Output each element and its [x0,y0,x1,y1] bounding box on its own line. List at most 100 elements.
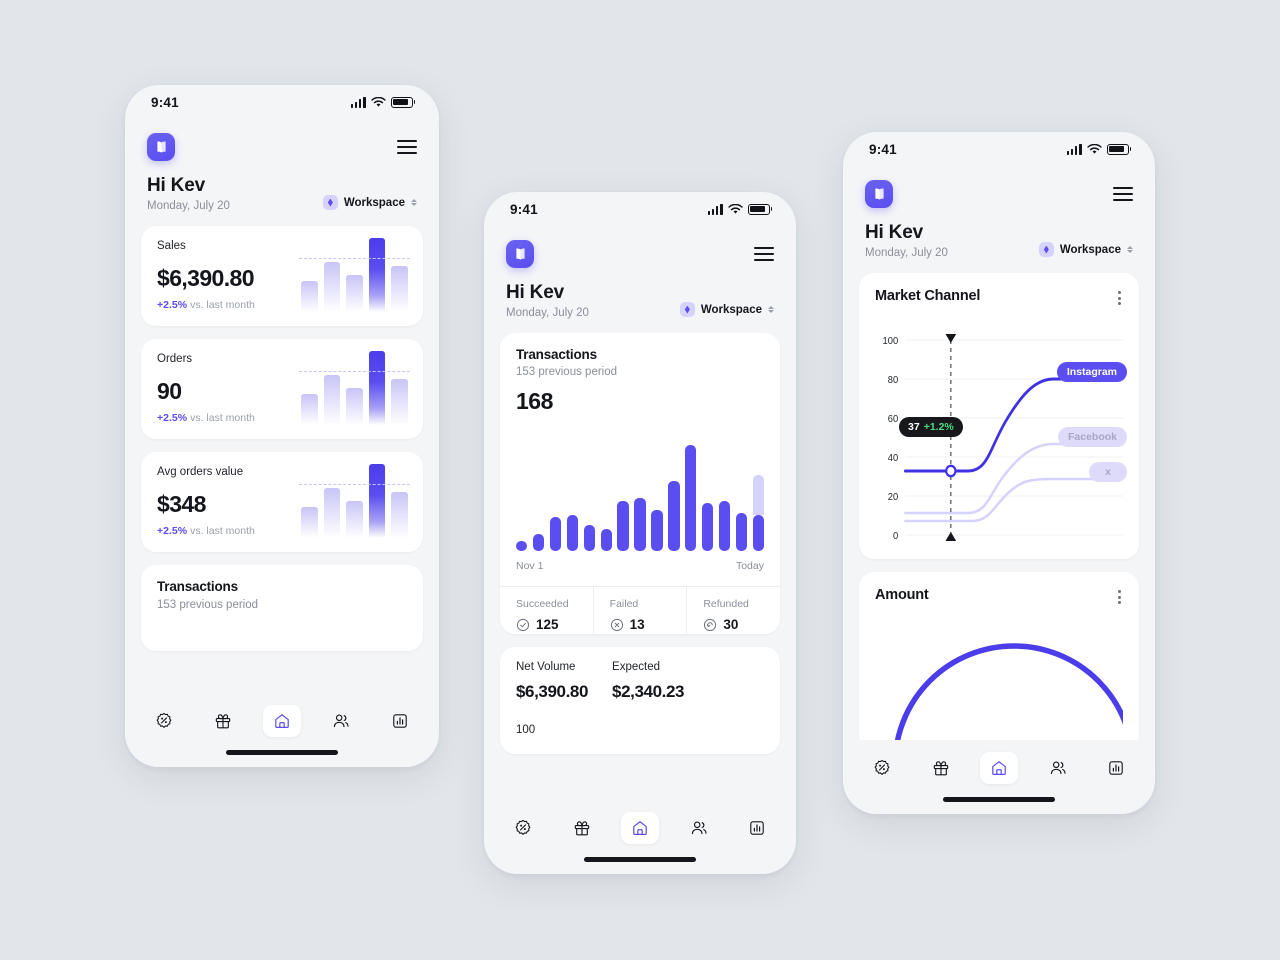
transactions-header: Transactions 153 previous period [516,347,764,378]
workspace-selector[interactable]: Workspace [679,302,774,319]
phone-transactions-detail: 9:41 [484,192,796,874]
tooltip-value: 37 [908,421,920,434]
nav-item-rewards[interactable] [563,812,601,844]
stat-card-delta: +2.5% vs. last month [157,412,407,424]
greeting-row: Hi Kev Monday, July 20 Workspace [125,161,439,212]
hamburger-menu-icon[interactable] [1113,184,1133,203]
stat-succeeded[interactable]: Succeeded 125 [500,587,593,634]
bottom-nav-bar [125,693,439,767]
gift-icon [933,761,948,776]
stat-card-title: Avg orders value [157,466,244,478]
dashboard-scroll-body[interactable]: Sales $6,390.80 +2.5% vs. last month Orde… [125,212,439,651]
stat-card-sales[interactable]: Sales $6,390.80 +2.5% vs. last month [141,226,423,326]
series-label-facebook[interactable]: Facebook [1057,427,1127,448]
stat-card-value: $348 [157,491,206,517]
stat-card-title: Orders [157,353,193,365]
svg-text:100: 100 [883,336,899,348]
stat-delta-value: +2.5% [157,525,188,537]
stat-value: 13 [629,617,645,632]
status-bar-time: 9:41 [869,141,897,157]
stat-card-orders[interactable]: Orders 90 +2.5% vs. last month [141,339,423,439]
transactions-card-peek[interactable]: Transactions 153 previous period [141,565,423,651]
workspace-selector[interactable]: Workspace [1038,242,1133,259]
market-channel-card[interactable]: Market Channel [859,273,1139,560]
nav-item-customers[interactable] [322,705,360,737]
amount-card[interactable]: Amount [859,572,1139,752]
expected-block: Expected $2,340.23 [612,661,684,702]
app-logo-icon[interactable] [865,180,893,208]
nav-item-customers[interactable] [1039,752,1077,784]
market-chart-svg: 100 80 60 40 20 0 [883,334,1123,542]
nav-item-discount[interactable] [504,812,542,844]
transactions-subtitle: 153 previous period [516,366,618,378]
transactions-axis: Nov 1 Today [516,560,764,572]
chevron-up-down-icon [1127,245,1133,254]
net-volume-value: $6,390.80 [516,682,589,701]
nav-item-home[interactable] [263,705,301,737]
analytics-scroll-body[interactable]: Market Channel [843,259,1155,752]
signal-icon [350,96,366,108]
stat-card-avg-order-value[interactable]: Avg orders value $348 +2.5% vs. last mont… [141,452,423,552]
gift-icon [215,714,231,729]
kebab-menu-icon[interactable] [1116,288,1123,308]
workspace-diamond-icon [1038,242,1054,257]
market-channel-line-chart[interactable]: 100 80 60 40 20 0 [875,322,1127,547]
discount-badge-icon [515,819,531,835]
phone-dashboard-overview: 9:41 [125,85,439,767]
app-logo-icon[interactable] [506,240,534,268]
transactions-card[interactable]: Transactions 153 previous period 168 Nov… [500,333,780,634]
hamburger-menu-icon[interactable] [754,244,774,263]
nav-item-customers[interactable] [680,812,718,844]
people-icon [691,821,706,835]
stat-card-value: 90 [157,378,182,404]
refund-circle-icon [704,618,717,631]
bar-chart-icon [1109,761,1123,775]
nav-item-rewards[interactable] [922,752,960,784]
volume-card[interactable]: Net Volume $6,390.80 Expected $2,340.23 … [500,647,780,754]
home-icon [275,714,289,728]
status-bar: 9:41 [125,85,439,119]
app-header [125,119,439,161]
stat-failed[interactable]: Failed 13 [592,587,687,634]
hamburger-menu-icon[interactable] [397,137,417,156]
transactions-stats-row: Succeeded 125 Failed [500,586,780,634]
tooltip-delta: +1.2% [923,421,954,434]
workspace-label: Workspace [700,303,762,316]
nav-item-discount[interactable] [863,752,901,784]
home-indicator [943,797,1055,802]
series-label-x[interactable]: x [1089,462,1127,483]
nav-item-reports[interactable] [381,705,419,737]
greeting-row: Hi Kev Monday, July 20 Workspace [484,268,796,319]
nav-item-reports[interactable] [1097,752,1135,784]
stat-refunded[interactable]: Refunded 30 [686,587,780,634]
workspace-selector[interactable]: Workspace [322,195,417,212]
home-icon [992,761,1006,775]
nav-item-reports[interactable] [738,812,776,844]
nav-item-discount[interactable] [145,705,183,737]
nav-item-rewards[interactable] [204,705,242,737]
greeting-row: Hi Kev Monday, July 20 Workspace [843,208,1155,259]
bar-chart-icon [750,821,764,835]
stat-label: Succeeded [516,598,569,610]
nav-item-home[interactable] [980,752,1018,784]
battery-icon [747,203,772,215]
current-date: Monday, July 20 [865,247,948,259]
wifi-icon [727,203,743,214]
nav-item-home[interactable] [621,812,659,844]
status-bar: 9:41 [843,132,1155,166]
check-circle-icon [516,618,530,631]
axis-label-end: Today [735,560,764,572]
stat-label: Failed [609,598,639,610]
workspace-diamond-icon [679,302,695,317]
app-header [484,226,796,268]
stat-delta-value: +2.5% [157,412,188,424]
stat-delta-note: vs. last month [190,525,255,537]
series-label-instagram[interactable]: Instagram [1056,362,1127,383]
kebab-menu-icon[interactable] [1116,587,1123,607]
transactions-scroll-body[interactable]: Transactions 153 previous period 168 Nov… [484,319,796,754]
market-channel-header: Market Channel [875,288,1123,308]
app-logo-icon[interactable] [147,133,175,161]
stat-delta-value: +2.5% [157,299,188,311]
status-bar-time: 9:41 [151,94,179,110]
axis-label-start: Nov 1 [516,560,544,572]
